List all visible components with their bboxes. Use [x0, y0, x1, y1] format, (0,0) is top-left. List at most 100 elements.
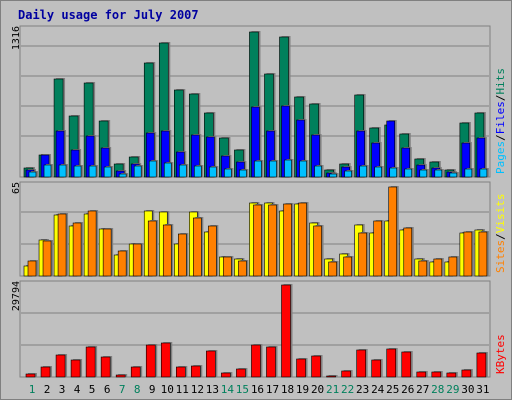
- x-tick-label-day-5: 5: [89, 383, 96, 396]
- bar-kbytes-day-13: [206, 350, 216, 378]
- bar-kbytes-day-23: [356, 349, 366, 378]
- bar-pages-day-7: [118, 173, 127, 178]
- bar-pages-day-28: [434, 169, 443, 178]
- x-tick-label-day-15: 15: [236, 383, 249, 396]
- bar-sites-day-25: [388, 186, 398, 277]
- x-tick-label-day-19: 19: [296, 383, 309, 396]
- bar-pages-day-14: [224, 168, 232, 178]
- bar-kbytes-day-8: [130, 366, 141, 378]
- x-tick-label-day-1: 1: [29, 383, 36, 396]
- x-tick-label-day-2: 2: [44, 383, 51, 396]
- bar-kbytes-day-17: [266, 346, 276, 378]
- legend-sep: /: [494, 95, 507, 102]
- bar-kbytes-day-10: [160, 342, 171, 378]
- bar-kbytes-day-21: [326, 375, 336, 378]
- bar-kbytes-day-7: [115, 374, 126, 378]
- bar-kbytes-day-9: [145, 344, 156, 378]
- x-tick-label-day-25: 25: [386, 383, 399, 396]
- x-tick-label-day-23: 23: [356, 383, 369, 396]
- x-tick-label-day-27: 27: [416, 383, 429, 396]
- bar-kbytes-day-5: [85, 346, 96, 378]
- x-tick-label-day-14: 14: [221, 383, 235, 396]
- bar-sites-day-12: [193, 217, 202, 277]
- bar-sites-day-24: [373, 220, 382, 277]
- bar-kbytes-day-20: [311, 355, 321, 378]
- x-tick-label-day-8: 8: [134, 383, 141, 396]
- x-tick-label-day-13: 13: [206, 383, 219, 396]
- bar-sites-day-28: [433, 258, 443, 277]
- bar-sites-day-18: [283, 203, 292, 277]
- bar-sites-day-10: [162, 224, 172, 277]
- bar-kbytes-day-28: [431, 371, 442, 378]
- bar-pages-day-24: [374, 166, 382, 178]
- legend-kbytes: KBytes: [494, 334, 507, 374]
- x-tick-label-day-16: 16: [251, 383, 264, 396]
- bar-pages-day-16: [254, 160, 262, 178]
- x-tick-label-day-4: 4: [74, 383, 81, 396]
- x-tick-label-day-18: 18: [281, 383, 294, 396]
- bar-pages-day-15: [239, 169, 247, 178]
- bar-kbytes-day-2: [40, 366, 51, 378]
- bar-sites-day-29: [448, 256, 458, 277]
- bar-sites-day-11: [178, 233, 187, 277]
- bar-kbytes-day-24: [371, 359, 381, 378]
- legend-visits: Visits: [494, 194, 507, 234]
- bar-sites-day-6: [102, 228, 112, 277]
- legend-files: Files: [494, 101, 507, 134]
- bar-kbytes-day-4: [70, 359, 81, 378]
- bar-pages-day-22: [344, 170, 352, 178]
- bar-sites-day-3: [57, 213, 67, 277]
- bar-sites-day-17: [268, 204, 277, 277]
- bar-pages-day-21: [329, 173, 337, 178]
- bar-sites-day-2: [42, 240, 52, 277]
- bar-sites-day-8: [132, 243, 142, 277]
- bar-kbytes-day-16: [251, 344, 261, 378]
- legend-kbytes-label: KBytes: [494, 334, 507, 374]
- bar-pages-day-29: [449, 172, 458, 178]
- bar-kbytes-day-18: [281, 284, 291, 378]
- bar-sites-day-1: [27, 260, 37, 277]
- bar-kbytes-day-19: [296, 358, 306, 378]
- bar-pages-day-17: [269, 160, 277, 178]
- bar-kbytes-day-27: [416, 371, 427, 378]
- legend-pages: Pages: [494, 141, 507, 174]
- bar-pages-day-25: [389, 167, 398, 178]
- bar-pages-day-18: [284, 159, 292, 178]
- bar-pages-day-9: [148, 160, 157, 178]
- x-tick-label-day-28: 28: [431, 383, 444, 396]
- bar-sites-day-15: [238, 260, 247, 277]
- bar-kbytes-day-31: [476, 352, 487, 378]
- bar-pages-day-5: [88, 165, 97, 178]
- x-tick-label-day-6: 6: [104, 383, 111, 396]
- bar-pages-day-23: [359, 165, 367, 178]
- bar-sites-day-30: [463, 231, 473, 277]
- x-tick-label-day-21: 21: [326, 383, 339, 396]
- bar-sites-day-13: [208, 225, 217, 277]
- legend-sep: /: [494, 134, 507, 141]
- bar-sites-day-23: [358, 232, 367, 277]
- x-tick-label-day-9: 9: [149, 383, 156, 396]
- bar-pages-day-8: [133, 165, 142, 178]
- bar-pages-day-10: [163, 162, 172, 178]
- bar-sites-day-5: [87, 210, 97, 277]
- bar-pages-day-11: [179, 164, 187, 178]
- x-tick-label-day-11: 11: [176, 383, 189, 396]
- bar-pages-day-4: [73, 165, 82, 178]
- bar-kbytes-day-1: [25, 373, 36, 378]
- x-tick-label-day-10: 10: [161, 383, 174, 396]
- bar-sites-day-19: [298, 202, 307, 277]
- x-tick-label-day-26: 26: [401, 383, 414, 396]
- x-tick-label-day-31: 31: [476, 383, 489, 396]
- legend-sites: Sites: [494, 240, 507, 273]
- legend-hits-files-pages: Pages/Files/Hits: [494, 68, 507, 174]
- bar-kbytes-day-6: [100, 356, 111, 378]
- chart-title: Daily usage for July 2007: [18, 8, 199, 22]
- bar-sites-day-4: [72, 222, 82, 277]
- ytick-max-visits: 65: [11, 182, 22, 194]
- x-axis-labels: 1 2 3 4 5 6 7 8 9 10 11 12 13 14 15 16 17 18 19 20 21 22 23 24 2…: [29, 383, 490, 396]
- x-tick-label-day-3: 3: [59, 383, 66, 396]
- legend-hits: Hits: [494, 68, 507, 95]
- bar-pages-day-6: [103, 166, 112, 178]
- bar-sites-day-9: [147, 220, 157, 277]
